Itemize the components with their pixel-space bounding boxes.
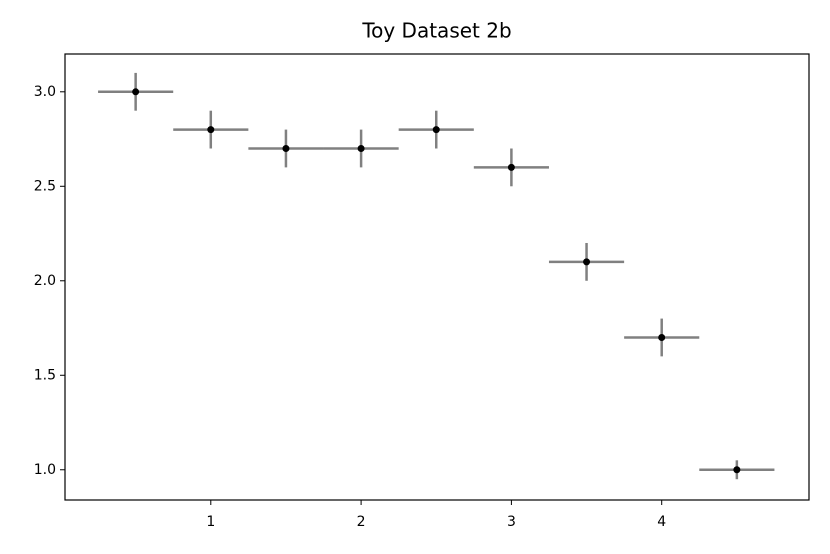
point xyxy=(207,126,215,134)
point xyxy=(733,466,741,474)
point xyxy=(432,126,440,134)
chart-title: Toy Dataset 2b xyxy=(361,19,511,43)
point xyxy=(583,258,591,266)
y-tick-label: 3.0 xyxy=(34,84,56,100)
y-tick-label: 1.0 xyxy=(34,462,56,478)
point xyxy=(132,88,140,96)
point xyxy=(658,333,666,341)
y-tick-label: 2.0 xyxy=(34,273,56,289)
x-tick-label: 2 xyxy=(357,514,366,530)
y-tick-label: 2.5 xyxy=(34,178,56,194)
point xyxy=(507,163,515,171)
point xyxy=(282,144,290,152)
point xyxy=(357,144,365,152)
plot-frame xyxy=(64,53,810,501)
x-tick-label: 4 xyxy=(657,514,666,530)
y-tick-label: 1.5 xyxy=(34,367,56,383)
x-tick-label: 3 xyxy=(507,514,516,530)
x-tick-label: 1 xyxy=(206,514,215,530)
